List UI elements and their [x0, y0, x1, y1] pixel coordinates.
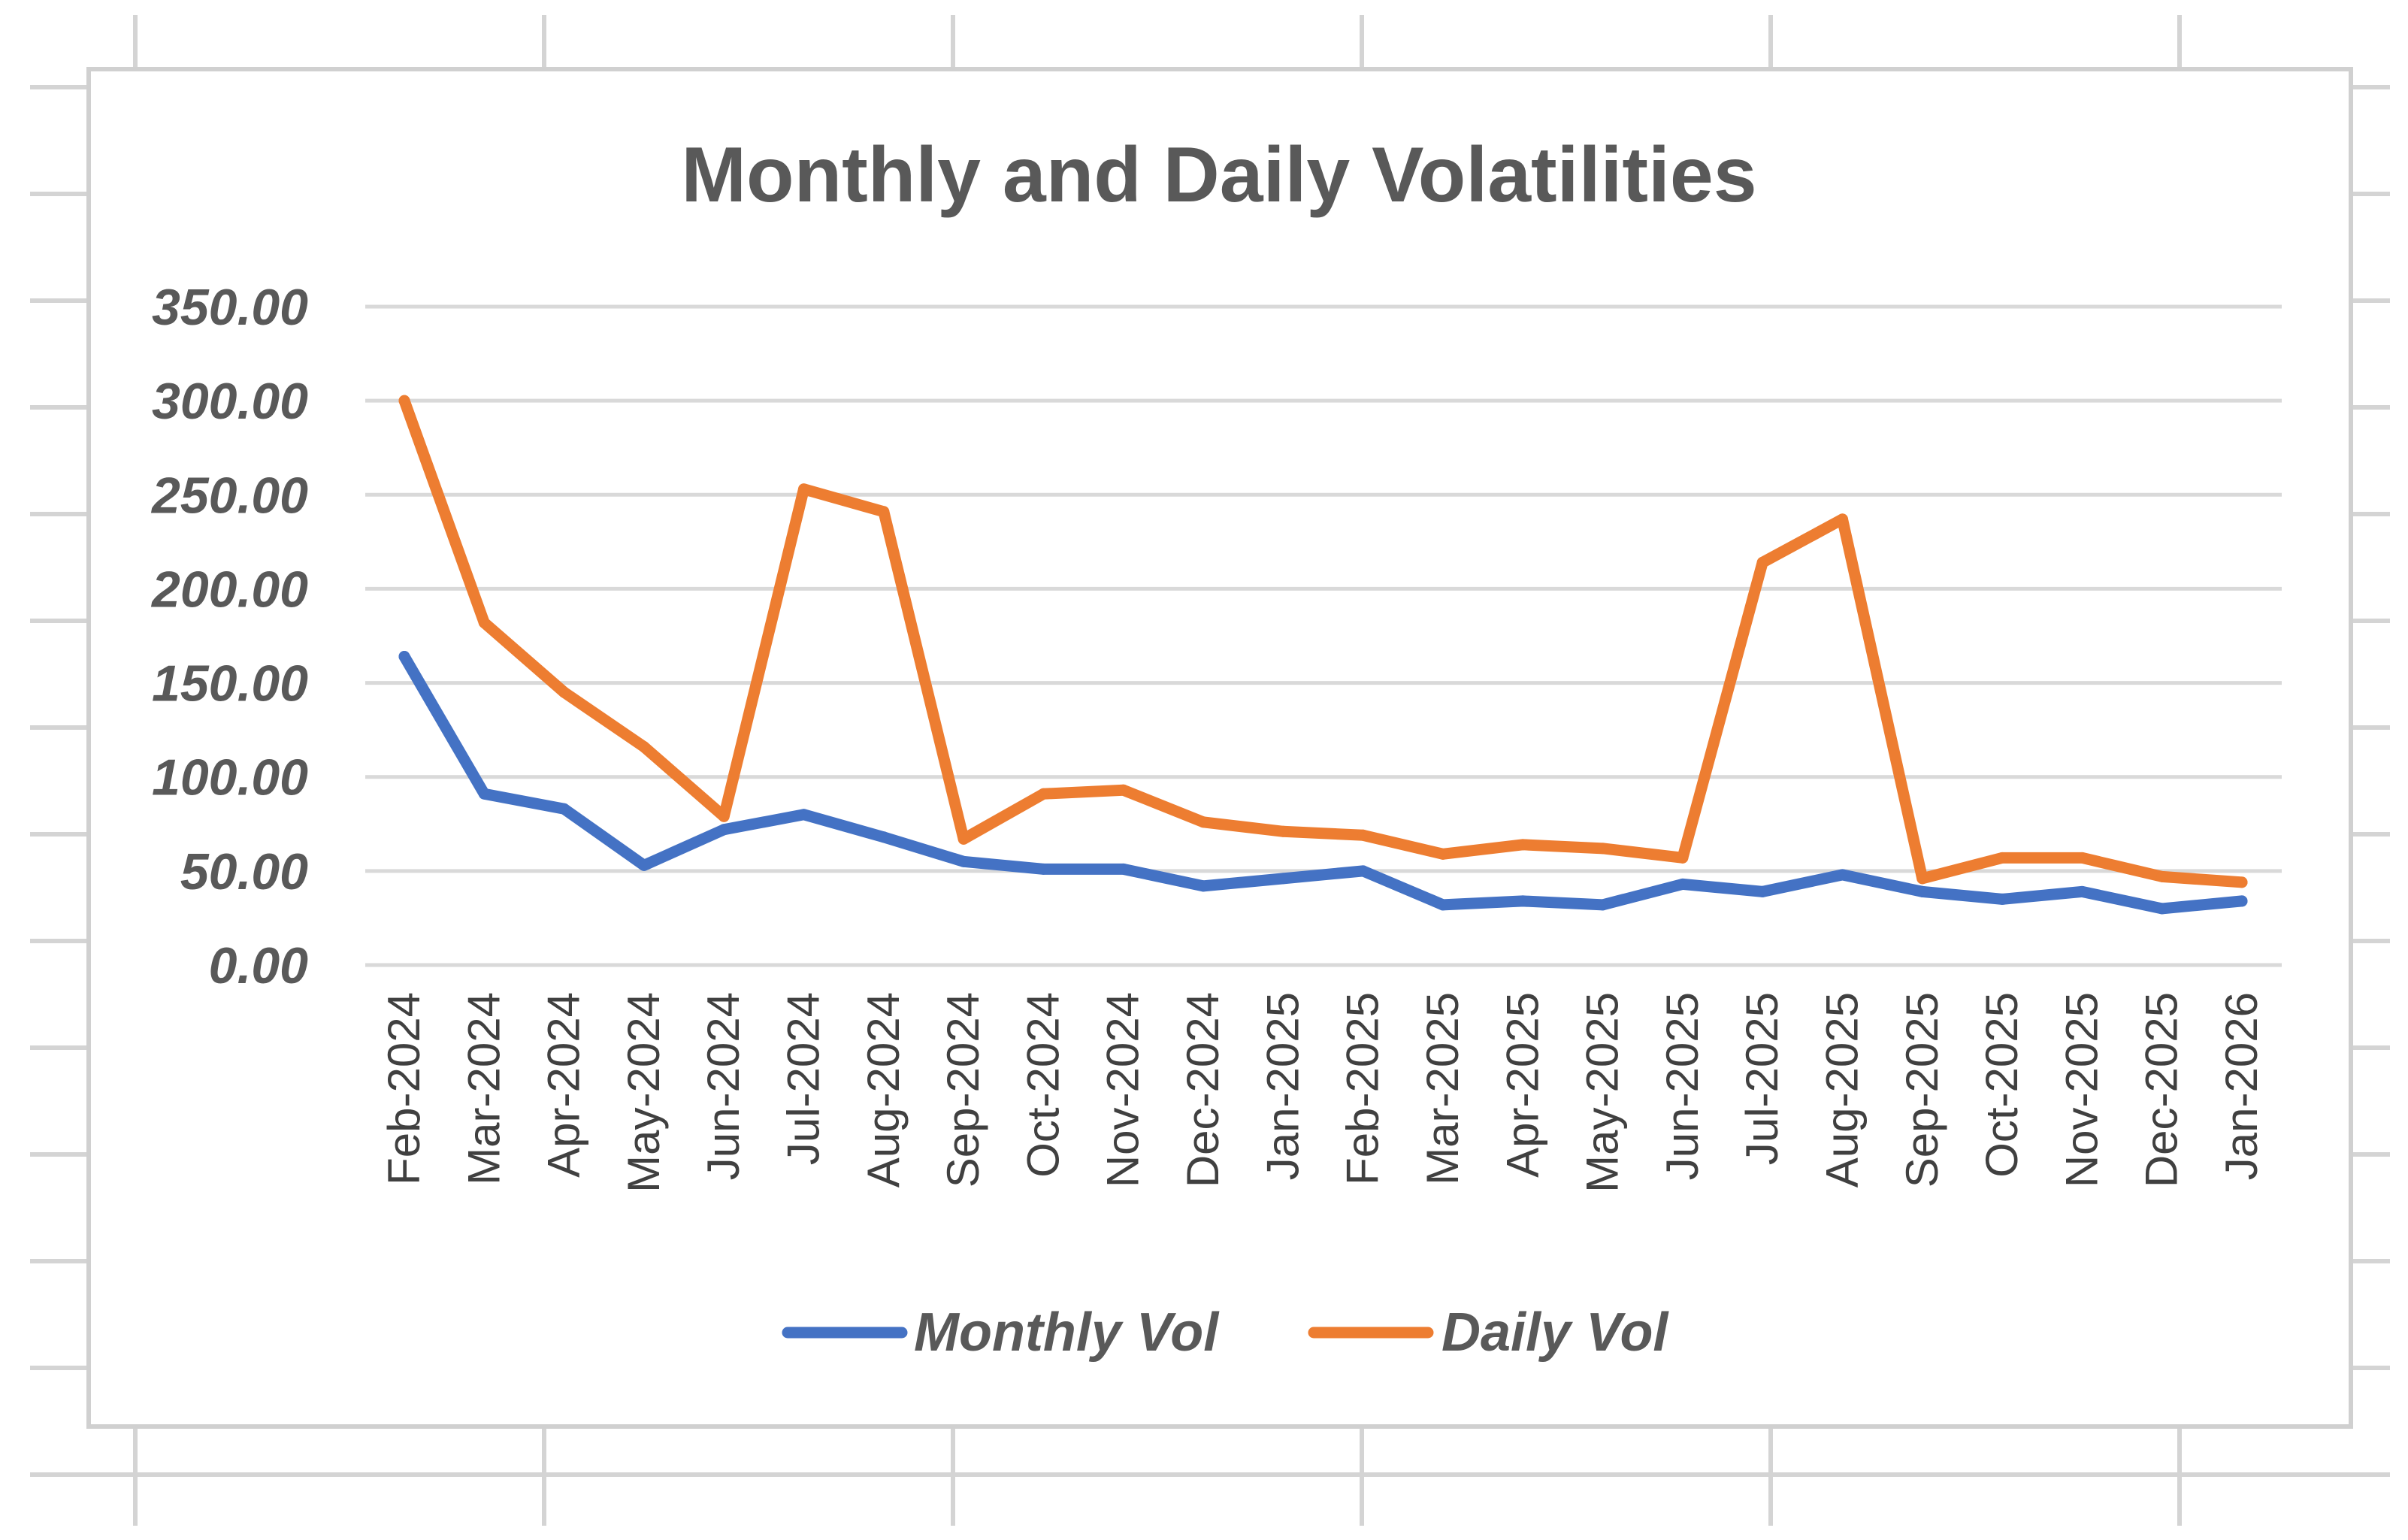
legend-label-daily-vol: Daily Vol [1441, 1302, 1669, 1363]
data-point-daily-vol[interactable] [478, 616, 490, 628]
data-point-monthly-vol[interactable] [1197, 880, 1209, 892]
data-point-monthly-vol[interactable] [1277, 873, 1289, 885]
data-point-monthly-vol[interactable] [878, 831, 890, 843]
x-tick-label: May-2025 [1578, 992, 1628, 1193]
plot-area: 0.00 50.00 100.00 150.00 200.00 250.00 300.00 3… [150, 279, 2282, 1193]
x-tick-label: Jul-2024 [779, 992, 829, 1165]
data-point-monthly-vol[interactable] [1357, 865, 1369, 877]
x-tick-label: Mar-2025 [1417, 992, 1468, 1185]
data-point-daily-vol[interactable] [1756, 556, 1768, 568]
x-tick-label: Oct-2024 [1018, 992, 1068, 1178]
data-point-monthly-vol[interactable] [638, 859, 650, 871]
data-point-daily-vol[interactable] [718, 810, 730, 822]
y-tick-label: 50.00 [180, 843, 308, 900]
data-point-daily-vol[interactable] [1037, 788, 1049, 800]
data-point-monthly-vol[interactable] [1517, 895, 1529, 907]
data-point-monthly-vol[interactable] [1037, 863, 1049, 875]
legend: Monthly Vol Daily Vol [782, 1302, 1669, 1363]
data-point-monthly-vol[interactable] [2236, 895, 2248, 907]
data-point-monthly-vol[interactable] [1597, 899, 1609, 911]
x-tick-label: May-2024 [619, 992, 669, 1193]
data-point-daily-vol[interactable] [957, 833, 970, 845]
data-point-monthly-vol[interactable] [1677, 878, 1689, 890]
data-point-daily-vol[interactable] [2156, 870, 2168, 882]
y-tick-label: 300.00 [152, 373, 308, 430]
data-point-daily-vol[interactable] [1517, 839, 1529, 851]
data-point-daily-vol[interactable] [1197, 816, 1209, 828]
y-tick-label: 0.00 [209, 937, 309, 994]
x-tick-label: Feb-2025 [1338, 992, 1388, 1185]
x-tick-label: Mar-2024 [458, 992, 509, 1185]
y-tick-label: 250.00 [150, 467, 308, 524]
data-point-daily-vol[interactable] [1437, 848, 1449, 860]
x-tick-label: Dec-2025 [2137, 992, 2187, 1188]
x-tick-label: Jan-2026 [2216, 992, 2267, 1180]
x-tick-label: Jun-2024 [698, 992, 749, 1180]
x-tick-label: Jan-2025 [1257, 992, 1308, 1180]
x-tick-label: Jul-2025 [1737, 992, 1787, 1165]
x-tick-label: Sep-2025 [1897, 992, 1947, 1188]
series-line-monthly-vol[interactable] [398, 651, 2248, 915]
chart-title: Monthly and Daily Volatilities [681, 132, 1756, 219]
x-tick-label: Apr-2024 [539, 992, 589, 1178]
y-tick-label: 350.00 [152, 279, 308, 336]
x-tick-label: Aug-2024 [858, 992, 909, 1188]
data-point-monthly-vol[interactable] [478, 788, 490, 800]
x-tick-label: Apr-2025 [1497, 992, 1547, 1178]
data-point-daily-vol[interactable] [558, 686, 570, 698]
x-tick-label: Dec-2024 [1178, 992, 1228, 1188]
x-tick-label: Aug-2025 [1817, 992, 1867, 1188]
y-tick-label: 200.00 [150, 561, 308, 618]
data-point-daily-vol[interactable] [1118, 784, 1130, 796]
data-point-monthly-vol[interactable] [1836, 869, 1848, 881]
x-tick-label: Nov-2024 [1098, 992, 1148, 1188]
data-point-monthly-vol[interactable] [718, 824, 730, 836]
data-point-daily-vol[interactable] [878, 506, 890, 518]
data-point-daily-vol[interactable] [1357, 829, 1369, 841]
data-point-daily-vol[interactable] [1836, 513, 1848, 525]
x-tick-label: Feb-2024 [379, 992, 429, 1185]
x-tick-label: Jun-2025 [1657, 992, 1708, 1180]
data-point-daily-vol[interactable] [1597, 843, 1609, 855]
data-point-daily-vol[interactable] [1916, 873, 1929, 885]
y-tick-label: 150.00 [152, 655, 308, 713]
legend-label-monthly-vol: Monthly Vol [914, 1302, 1220, 1363]
data-point-daily-vol[interactable] [798, 483, 810, 495]
data-point-monthly-vol[interactable] [2076, 885, 2088, 897]
x-tick-label: Nov-2025 [2056, 992, 2107, 1188]
series-line-daily-vol[interactable] [398, 395, 2248, 888]
data-point-monthly-vol[interactable] [558, 803, 570, 815]
x-tick-label: Sep-2024 [938, 992, 988, 1188]
chart-area[interactable] [86, 67, 2353, 1429]
data-point-daily-vol[interactable] [1996, 852, 2008, 864]
data-point-monthly-vol[interactable] [1916, 885, 1929, 897]
data-point-monthly-vol[interactable] [1996, 893, 2008, 905]
data-point-monthly-vol[interactable] [2156, 903, 2168, 915]
data-point-monthly-vol[interactable] [398, 651, 410, 663]
data-point-daily-vol[interactable] [2236, 876, 2248, 888]
data-point-monthly-vol[interactable] [1756, 885, 1768, 897]
data-point-monthly-vol[interactable] [957, 855, 970, 867]
y-tick-label: 100.00 [152, 749, 308, 806]
data-point-daily-vol[interactable] [2076, 852, 2088, 864]
data-point-daily-vol[interactable] [1277, 825, 1289, 837]
data-point-daily-vol[interactable] [638, 741, 650, 753]
data-point-monthly-vol[interactable] [1118, 863, 1130, 875]
data-point-daily-vol[interactable] [1677, 852, 1689, 864]
data-point-monthly-vol[interactable] [1437, 899, 1449, 911]
data-point-monthly-vol[interactable] [798, 809, 810, 821]
data-point-daily-vol[interactable] [398, 395, 410, 407]
x-tick-label: Oct-2025 [1977, 992, 2027, 1178]
